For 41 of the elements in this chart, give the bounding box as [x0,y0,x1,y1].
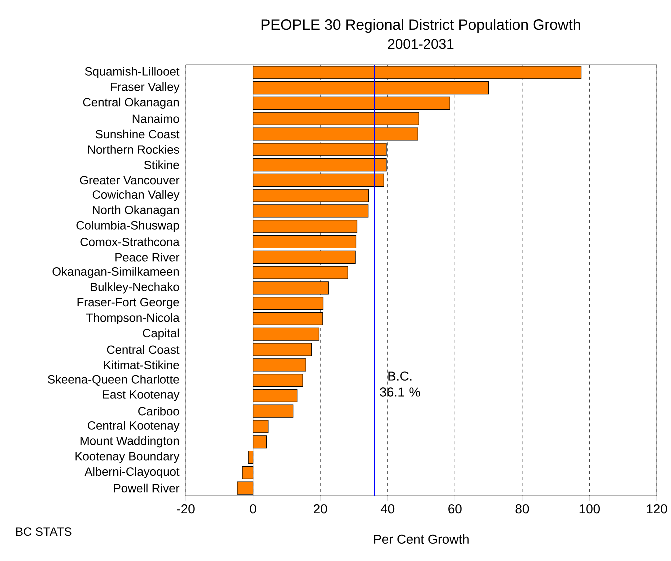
y-tick-label: Fraser-Fort George [78,298,180,309]
y-tick-label: Cariboo [138,406,180,416]
y-tick-label: Fraser Valley [111,82,180,94]
y-tick-label: Northern Rockies [88,145,180,154]
y-tick-label: Comox-Strathcona [80,238,180,246]
y-tick-label: Central Okanagan [83,98,180,110]
y-tick-label: Mount Waddington [80,436,180,448]
y-tick-label: Kitimat-Stikine [104,360,180,370]
y-tick-label: North Okanagan [93,206,180,217]
x-tick-label: 0 [250,504,256,514]
y-tick-label: Central Coast [107,345,180,354]
y-tick-label: Thompson-Nicola [86,313,180,325]
chart-subtitle: 2001-2031 [388,39,454,50]
x-tick-label: 40 [380,504,395,514]
y-tick-label: Capital [143,328,180,340]
y-tick-label: Powell River [114,484,180,493]
y-tick-label: Peace River [116,253,180,262]
y-tick-label: Cowichan Valley [92,190,180,202]
y-tick-label: Columbia-Shuswap [76,221,180,232]
y-tick-label: Okanagan-Similkameen [52,267,180,278]
y-tick-label: Stikine [144,160,180,170]
x-axis-title: Per Cent Growth [374,534,469,544]
chart-title: PEOPLE 30 Regional District Population Growth [262,19,580,34]
y-tick-label: Alberni-Clayoquot [84,467,180,478]
y-tick-label: East Kootenay [103,390,180,402]
y-tick-label: Skeena-Queen Charlotte [48,375,180,386]
x-tick-label: 120 [647,504,668,514]
x-tick-label: 100 [580,504,600,514]
y-tick-label: Bulkley-Nechako [91,282,180,294]
y-tick-label: Central Kootenay [88,421,180,432]
y-tick-label: Nanaimo [132,114,180,124]
x-tick-label: -20 [177,504,195,514]
y-tick-label: Squamish-Lillooet [85,67,180,78]
text: BC STATS [16,528,72,536]
ref-line-label: B.C. 36.1 % [380,372,420,397]
x-tick-label: 80 [516,504,530,514]
x-tick-label: 20 [314,504,328,514]
x-tick-label: 60 [448,504,462,514]
y-tick-label: Greater Vancouver [80,176,180,185]
y-tick-label: Sunshine Coast [96,130,180,139]
y-tick-label: Kootenay Boundary [76,452,180,464]
